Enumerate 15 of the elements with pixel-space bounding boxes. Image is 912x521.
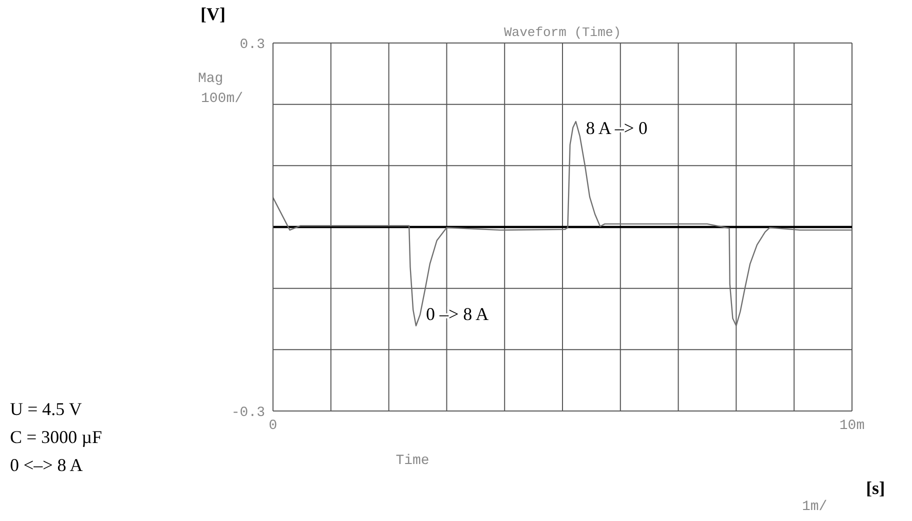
x-tick-label: 0 — [268, 418, 278, 434]
chart-title: Waveform (Time) — [504, 25, 622, 40]
text: C = 3000 µF — [10, 427, 102, 448]
text: Mag — [198, 71, 224, 88]
text: [s] — [866, 478, 885, 499]
y-axis-title: [V] — [200, 4, 226, 24]
text: 100m/ — [201, 91, 244, 108]
text: 1m/ — [802, 499, 828, 516]
line-series — [273, 120, 852, 326]
x-axis-title: Time — [396, 453, 430, 469]
text: 0 <–> 8 A — [10, 455, 83, 476]
y-tick-label: -0.3 — [231, 404, 265, 421]
y-tick-label: 0.3 — [240, 36, 265, 53]
x-tick-label: 10m — [839, 418, 865, 434]
text: U = 4.5 V — [10, 399, 82, 420]
